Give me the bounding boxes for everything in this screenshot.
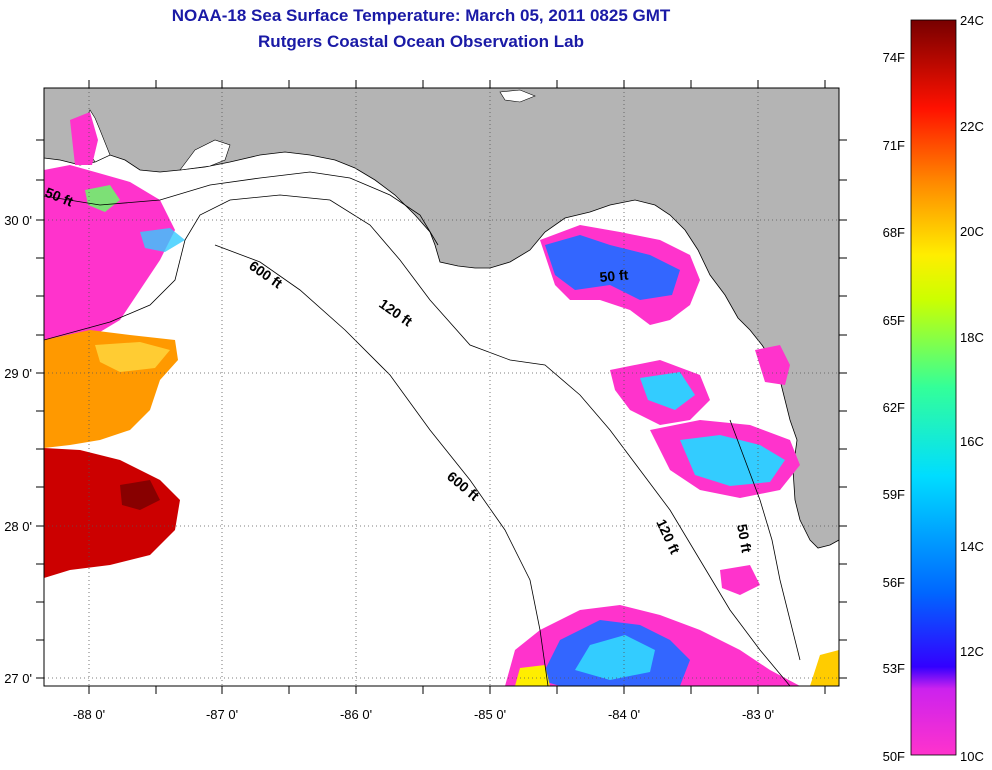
bathymetry-contours [44,171,801,686]
bay-water [499,89,536,103]
colorbar-f-label: 56F [883,575,905,590]
contour-label-50ft: 50 ft [599,267,629,285]
contour-label-50ft: 50 ft [734,523,755,554]
lat-label: 29 0' [4,366,32,381]
colorbar-f-label: 71F [883,138,905,153]
lon-label: -87 0' [206,707,238,722]
colorbar-gradient [910,19,957,756]
colorbar-f-label: 53F [883,661,905,676]
lon-label: -83 0' [742,707,774,722]
lon-label: -88 0' [73,707,105,722]
sst-patch-darkred [120,480,160,510]
sst-patch-green [85,185,120,212]
colorbar-c-label: 20C [960,224,984,239]
map-subtitle: Rutgers Coastal Ocean Observation Lab [258,32,584,51]
sst-patch-cold [720,565,760,595]
sst-patch-yellow [515,665,550,686]
colorbar-c-label: 18C [960,330,984,345]
sst-patch-warm [44,448,180,578]
map-frame [43,87,840,687]
bay-water [179,139,231,171]
colorbar-f-label: 59F [883,487,905,502]
colorbar-c-label: 10C [960,749,984,764]
map-panel: 30 0' 29 0' 28 0' 27 0' -88 0' -87 0' -8… [4,80,847,722]
sst-patch-cold [70,112,98,165]
sst-patch-blue [545,235,680,300]
grid-lines [44,88,839,686]
map-title: NOAA-18 Sea Surface Temperature: March 0… [171,6,671,25]
lon-label: -84 0' [608,707,640,722]
contour-600ft [214,244,549,686]
lat-label: 30 0' [4,213,32,228]
sst-patches [44,112,839,686]
colorbar-f-label: 50F [883,749,905,764]
lat-label: 27 0' [4,671,32,686]
celsius-labels: 24C 22C 20C 18C 16C 14C 12C 10C [960,13,984,764]
lon-label: -85 0' [474,707,506,722]
colorbar-c-label: 22C [960,119,984,134]
colorbar-f-label: 62F [883,400,905,415]
sst-patch-yellow [810,650,839,686]
contour-50ft [44,171,439,246]
sst-patch-cold [44,165,175,350]
sst-patch-cyan [640,372,695,410]
colorbar-f-label: 74F [883,50,905,65]
colorbar-f-label: 68F [883,225,905,240]
axis-ticks [36,80,847,694]
colorbar-f-label: 65F [883,313,905,328]
sst-patch-cyan [680,435,785,486]
longitude-labels: -88 0' -87 0' -86 0' -85 0' -84 0' -83 0… [73,707,774,722]
colorbar-c-label: 12C [960,644,984,659]
contour-50ft [729,419,801,661]
sst-patch-yellow [95,342,170,372]
fahrenheit-labels: 74F 71F 68F 65F 62F 59F 56F 53F 50F [883,50,905,764]
sst-patch-cold [755,345,790,385]
colorbar-c-label: 16C [960,434,984,449]
latitude-labels: 30 0' 29 0' 28 0' 27 0' [4,213,32,686]
color-legend: 74F 71F 68F 65F 62F 59F 56F 53F 50F 24C … [883,13,984,764]
sst-patch-cyan [575,635,655,680]
sst-patch-cyan [140,228,185,252]
lat-label: 28 0' [4,519,32,534]
contour-120ft [44,194,791,686]
colorbar-c-label: 24C [960,13,984,28]
lon-label: -86 0' [340,707,372,722]
colorbar-c-label: 14C [960,539,984,554]
